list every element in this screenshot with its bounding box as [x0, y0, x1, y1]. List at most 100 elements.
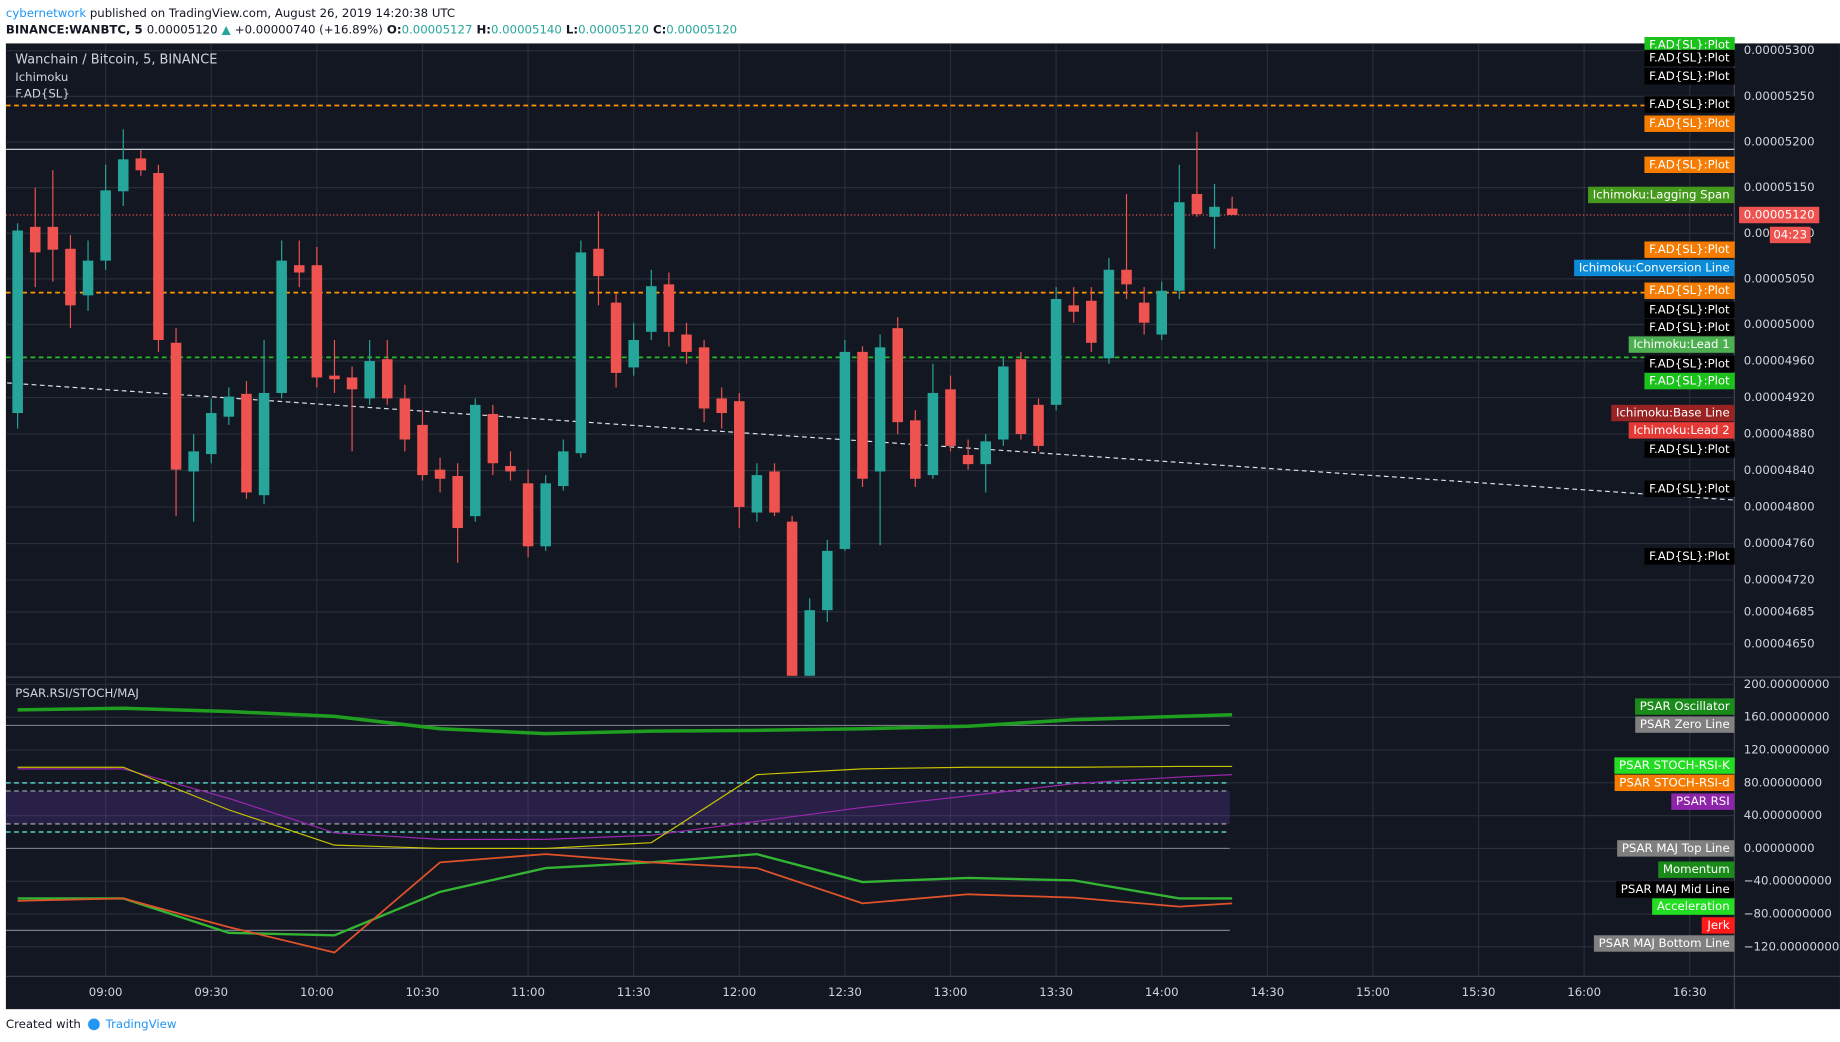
- tag: [1644, 96, 1735, 113]
- trend-line: [7, 382, 1735, 501]
- published: published on TradingView.com, August 26,…: [90, 5, 455, 19]
- symbol: BINANCE:WANBTC, 5: [6, 22, 143, 36]
- candle-body: [29, 226, 41, 253]
- tag-label: F.AD{SL}:Plot: [1649, 38, 1730, 52]
- tag: [1644, 319, 1735, 336]
- tag-label: F.AD{SL}:Plot: [1649, 442, 1730, 456]
- tag: [1644, 548, 1735, 565]
- x-tick-label: 11:30: [617, 985, 651, 999]
- x-tick-label: 12:30: [828, 985, 862, 999]
- tag: [1644, 49, 1735, 67]
- tag-label: F.AD{SL}:Plot: [1649, 116, 1730, 130]
- candle-body: [452, 476, 463, 529]
- candle-body: [628, 340, 639, 368]
- tag: [1611, 404, 1735, 422]
- arrow: ▲: [222, 22, 231, 36]
- candle-body: [593, 248, 604, 277]
- tag-label: Ichimoku:Lagging Span: [1593, 187, 1730, 201]
- candle-body: [117, 159, 129, 192]
- y-tick-label: 0.00004720: [1744, 573, 1815, 587]
- candle-body: [434, 469, 446, 479]
- candle-body: [223, 396, 235, 417]
- tag-label: F.AD{SL}:Plot: [1649, 97, 1730, 111]
- candle-body: [980, 441, 991, 465]
- x-tick-label: 14:00: [1145, 985, 1179, 999]
- candle-body: [1174, 202, 1185, 291]
- tag: [1644, 355, 1735, 372]
- candle-body: [892, 328, 903, 423]
- countdown-bg: [1769, 226, 1811, 244]
- tag-label: F.AD{SL}:Plot: [1649, 356, 1730, 370]
- brand-icon: [88, 1018, 100, 1031]
- tag-label: PSAR STOCH-RSI-K: [1619, 758, 1730, 772]
- tag: [1644, 156, 1735, 174]
- countdown: 04:23: [1773, 227, 1807, 241]
- candle-body: [170, 342, 182, 470]
- tag: [1644, 241, 1735, 258]
- candle-body: [1138, 302, 1150, 323]
- x-tick-label: 15:00: [1356, 985, 1390, 999]
- tag: [1617, 840, 1735, 857]
- tag-label: Ichimoku:Lead 2: [1633, 423, 1729, 437]
- candle-body: [910, 420, 921, 479]
- tag: [1593, 935, 1735, 952]
- candle-body: [610, 302, 622, 373]
- y-tick-label: 0.00004960: [1744, 354, 1815, 368]
- x-tick-label: 13:00: [934, 985, 968, 999]
- candle-body: [786, 521, 798, 676]
- candle-body: [487, 413, 499, 464]
- y-tick-label: 80.00000000: [1744, 775, 1822, 789]
- change: +0.00000740 (+16.89%): [235, 22, 383, 36]
- candle-body: [945, 389, 956, 446]
- candle-body: [1121, 269, 1132, 285]
- tag: [1644, 282, 1735, 299]
- candle-body: [65, 248, 76, 306]
- tag: [1644, 372, 1735, 390]
- series-line: [17, 765, 1233, 849]
- y-tick-label: 0.00004920: [1744, 390, 1815, 404]
- ohlc-key: C:: [653, 22, 666, 36]
- tag-label: Acceleration: [1657, 899, 1730, 913]
- candle-body: [716, 398, 727, 414]
- x-tick-label: 09:30: [194, 985, 228, 999]
- candle-body: [698, 347, 710, 409]
- candle-body: [399, 398, 411, 440]
- tag-label: F.AD{SL}:Plot: [1649, 549, 1730, 563]
- tag: [1614, 757, 1735, 774]
- y-tick-label: 0.00005150: [1744, 180, 1815, 194]
- footer-brand[interactable]: TradingView: [105, 1017, 177, 1031]
- ohlc-key: H:: [476, 22, 490, 36]
- x-tick-label: 10:30: [406, 985, 440, 999]
- candle-body: [1068, 305, 1079, 312]
- tag: [1658, 861, 1735, 878]
- tag-label: F.AD{SL}:Plot: [1649, 51, 1730, 65]
- candle-body: [1191, 194, 1203, 215]
- x-tick-label: 16:30: [1673, 985, 1707, 999]
- y-tick-label: −120.00000000: [1744, 939, 1840, 953]
- author[interactable]: cybernetwork: [6, 5, 86, 19]
- tag: [1652, 898, 1735, 915]
- tag: [1644, 480, 1735, 498]
- tag: [1588, 186, 1735, 204]
- tag: [1628, 336, 1735, 353]
- y-tick-label: 0.00004650: [1744, 636, 1815, 650]
- tag-label: F.AD{SL}:Plot: [1649, 157, 1730, 171]
- tag: [1701, 917, 1735, 934]
- y-tick-label: −40.00000000: [1744, 874, 1832, 888]
- candle-body: [1103, 269, 1115, 359]
- candle-body: [188, 451, 199, 472]
- tag-label: F.AD{SL}:Plot: [1649, 481, 1730, 495]
- tag: [1574, 259, 1735, 277]
- candle-body: [47, 226, 59, 250]
- indicator-name: Ichimoku: [15, 70, 68, 84]
- y-tick-label: 0.00005200: [1744, 134, 1815, 148]
- y-tick-label: 0.00005050: [1744, 271, 1815, 285]
- candle-body: [276, 260, 287, 393]
- y-tick-label: 40.00000000: [1744, 808, 1822, 822]
- candle-body: [364, 361, 375, 399]
- tag: [1671, 793, 1735, 810]
- tag-label: F.AD{SL}:Plot: [1649, 69, 1730, 83]
- candle-body: [241, 393, 252, 493]
- candle-body: [962, 455, 974, 465]
